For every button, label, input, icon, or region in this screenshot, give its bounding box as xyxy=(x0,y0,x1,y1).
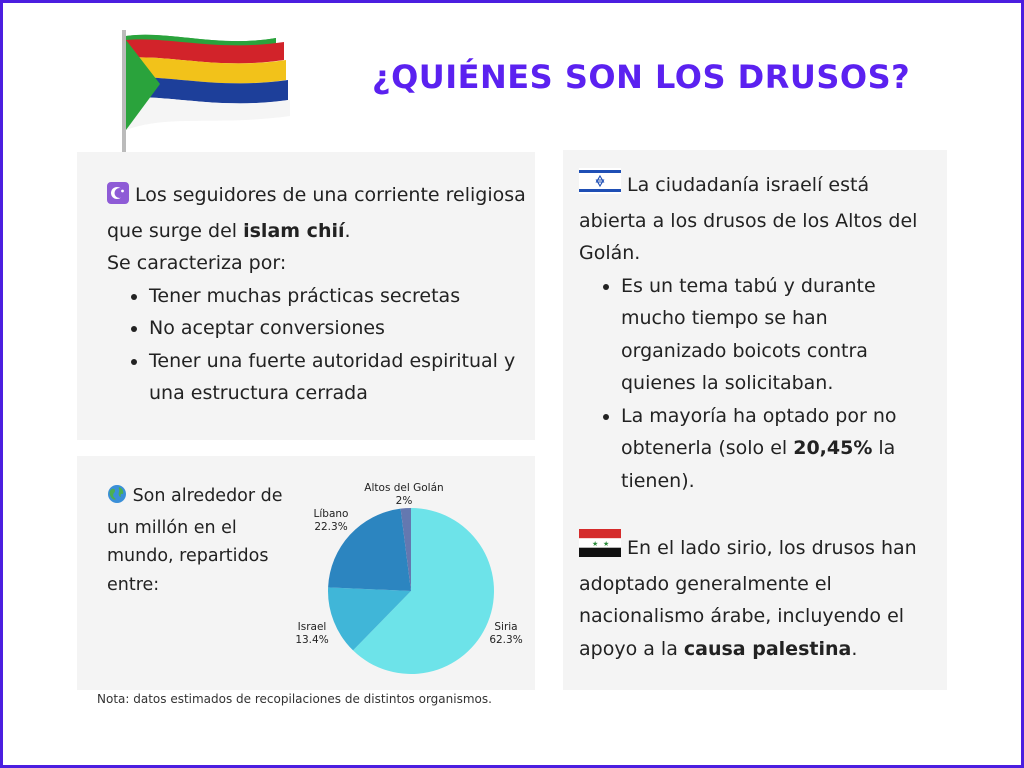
syria-flag-icon: ★ ★ xyxy=(579,529,621,568)
globe-icon xyxy=(107,484,127,514)
syria-text: En el lado sirio, los drusos han adoptad… xyxy=(579,537,917,660)
bullet-text: La mayoría ha optado por no obtenerla (s… xyxy=(621,404,897,460)
pie-value-label: 13.4% xyxy=(295,634,328,646)
list-item: No aceptar conversiones xyxy=(149,312,527,345)
pie-category-label: Israel xyxy=(298,621,327,633)
bullet-text-end: la tienen). xyxy=(621,437,896,492)
population-text: Son alrededor de un millón en el mundo, … xyxy=(107,482,292,599)
citizenship-text: La ciudadanía israelí está abierta a los… xyxy=(579,168,939,665)
list-item: Es un tema tabú y durante mucho tiempo s… xyxy=(621,270,939,400)
caracteriza-label: Se caracteriza por: xyxy=(107,252,287,274)
svg-text:★: ★ xyxy=(592,540,598,548)
citizenship-panel: La ciudadanía israelí está abierta a los… xyxy=(563,150,947,690)
list-item: Tener una fuerte autoridad espiritual y … xyxy=(149,345,527,410)
pie-category-label: Líbano xyxy=(314,508,349,520)
druze-flag-icon xyxy=(122,30,290,154)
religion-intro: Los seguidores de una corriente religios… xyxy=(107,184,526,242)
pie-slice-altos-del-golán xyxy=(400,508,411,591)
pie-slice-israel xyxy=(328,587,411,651)
pie-slice-siria xyxy=(353,508,494,674)
pie-category-label: Altos del Golán xyxy=(364,482,443,494)
list-item: La mayoría ha optado por no obtenerla (s… xyxy=(621,400,939,498)
israel-flag-icon xyxy=(579,168,621,205)
pie-value-label: 2% xyxy=(396,495,413,507)
religion-intro-bold: islam chií xyxy=(243,219,345,242)
pie-slice-líbano xyxy=(328,508,411,591)
population-intro: Son alrededor de un millón en el mundo, … xyxy=(107,486,283,595)
religion-panel: Los seguidores de una corriente religios… xyxy=(77,152,535,440)
religion-text: Los seguidores de una corriente religios… xyxy=(107,179,527,410)
svg-text:★: ★ xyxy=(603,540,609,548)
source-note: Nota: datos estimados de recopilaciones … xyxy=(97,692,492,706)
israel-text: La ciudadanía israelí está abierta a los… xyxy=(579,174,918,264)
page-title: ¿QUIÉNES SON LOS DRUSOS? xyxy=(372,58,911,96)
pie-value-label: 22.3% xyxy=(314,521,347,533)
characteristics-list: Tener muchas prácticas secretas No acept… xyxy=(107,280,527,410)
population-chart-panel: Son alrededor de un millón en el mundo, … xyxy=(77,456,535,690)
pie-category-label: Siria xyxy=(494,621,517,633)
list-item: Tener muchas prácticas secretas xyxy=(149,280,527,313)
syria-bold: causa palestina xyxy=(683,637,852,660)
star-and-crescent-icon xyxy=(107,182,129,215)
syria-end: . xyxy=(851,637,858,660)
religion-intro-end: . xyxy=(344,219,351,242)
bullet-bold: 20,45% xyxy=(793,437,873,459)
pie-value-label: 62.3% xyxy=(489,634,522,646)
israel-list: Es un tema tabú y durante mucho tiempo s… xyxy=(579,270,939,498)
